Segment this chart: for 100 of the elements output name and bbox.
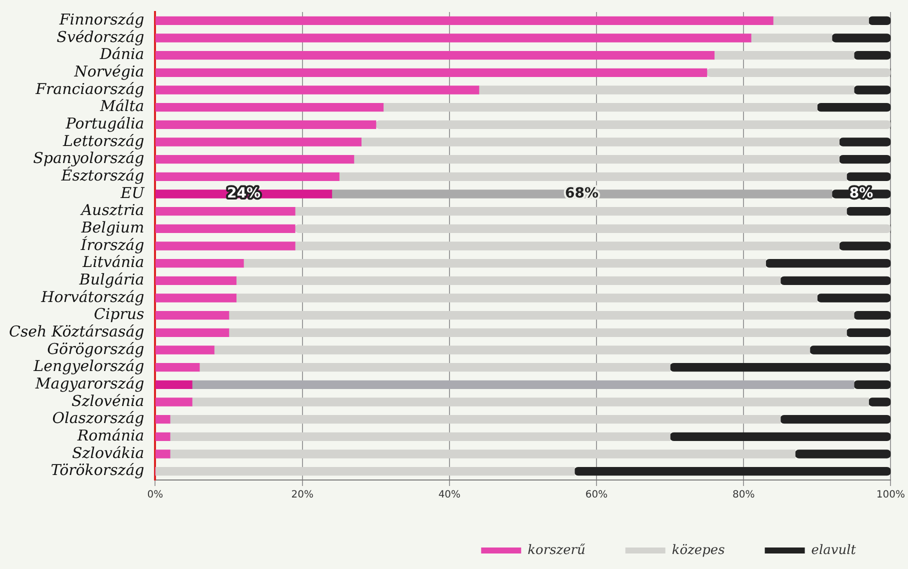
bar — [155, 207, 296, 216]
bar — [838, 138, 891, 146]
bar — [155, 103, 384, 112]
y-tick-label: Litvánia — [82, 253, 144, 272]
legend-label: elavult — [811, 542, 857, 558]
bar — [214, 346, 810, 354]
y-tick-label: Portugália — [64, 114, 144, 133]
bar — [155, 450, 170, 458]
bar — [338, 172, 847, 181]
bar — [170, 432, 670, 441]
bar — [706, 68, 891, 77]
y-tick-label: Szlovénia — [71, 392, 144, 410]
y-tick-label: Észtország — [60, 166, 144, 185]
bar — [832, 34, 891, 42]
bar — [192, 398, 869, 406]
x-tick-label: 20% — [291, 490, 314, 501]
bar — [353, 155, 840, 164]
bar — [780, 415, 891, 424]
y-tick-label: Írország — [80, 236, 144, 254]
y-tick-label: Spanyolország — [33, 149, 144, 168]
bar — [155, 328, 230, 337]
bar — [155, 138, 362, 146]
bar — [155, 380, 192, 389]
bar — [854, 51, 891, 60]
bar — [846, 207, 891, 216]
y-tick-label: Horvátország — [40, 288, 144, 306]
bar — [155, 276, 236, 285]
bar — [155, 432, 170, 441]
x-tick-label: 80% — [732, 490, 755, 501]
bar — [236, 276, 781, 285]
bar — [155, 120, 376, 129]
bar — [846, 328, 891, 337]
y-tick-label: Cseh Köztársaság — [8, 322, 144, 341]
bar — [228, 328, 847, 337]
bar — [780, 276, 891, 285]
bar — [809, 346, 891, 354]
bar — [155, 155, 354, 164]
bar — [670, 432, 891, 441]
y-tick-label: Bulgária — [78, 270, 144, 289]
bar — [155, 259, 244, 268]
bar — [846, 172, 891, 181]
bar — [714, 51, 854, 60]
bar — [155, 415, 170, 424]
bar — [155, 242, 296, 250]
bar — [155, 16, 774, 25]
bar — [170, 450, 796, 458]
bar — [243, 259, 766, 268]
bar — [854, 86, 891, 94]
bar — [155, 363, 200, 372]
bar — [854, 380, 891, 389]
bar — [155, 311, 230, 320]
bar — [155, 172, 340, 181]
y-tick-label: Olaszország — [52, 409, 144, 428]
y-tick-label: Málta — [99, 97, 144, 116]
bar — [670, 363, 891, 372]
x-tick-label: 0% — [147, 490, 164, 501]
y-tick-label: Finnország — [58, 10, 144, 29]
bar — [294, 224, 891, 233]
bar — [360, 138, 840, 146]
bar — [155, 467, 575, 476]
bar — [155, 34, 752, 42]
y-tick-label: Dánia — [98, 45, 144, 64]
y-tick-label: Szlovákia — [72, 444, 144, 462]
y-tick-label: EU — [120, 184, 146, 202]
bar — [294, 242, 840, 250]
data-label: 24% — [226, 186, 261, 202]
bar — [478, 86, 854, 94]
bar — [199, 363, 670, 372]
bar — [816, 294, 891, 302]
bar — [236, 294, 818, 302]
bar — [228, 311, 854, 320]
bar — [772, 16, 869, 25]
y-tick-label: Lengyelország — [32, 357, 144, 376]
y-tick-label: Lettország — [62, 132, 144, 150]
bar — [155, 86, 480, 94]
data-label: 8% — [849, 186, 874, 202]
bar — [838, 155, 891, 164]
y-tick-label: Ciprus — [94, 305, 145, 324]
bar — [170, 415, 781, 424]
x-tick-label: 40% — [438, 490, 461, 501]
bar — [155, 68, 708, 77]
x-tick-label: 60% — [585, 490, 608, 501]
data-label: 68% — [565, 186, 599, 202]
y-tick-label: Ausztria — [79, 201, 144, 220]
y-tick-label: Románia — [76, 426, 144, 445]
bar — [574, 467, 891, 476]
bar — [765, 259, 891, 268]
x-tick-label: 100% — [876, 490, 905, 501]
y-tick-label: Görögország — [47, 340, 144, 358]
bar — [376, 120, 891, 129]
bar — [382, 103, 818, 112]
bar — [155, 346, 214, 354]
legend-label: korszerű — [528, 542, 586, 558]
y-tick-label: Törökország — [50, 461, 144, 480]
bar — [155, 398, 192, 406]
bar — [192, 380, 854, 389]
y-tick-label: Belgium — [80, 218, 144, 237]
bar — [750, 34, 832, 42]
bar — [854, 311, 891, 320]
bar — [838, 242, 891, 250]
